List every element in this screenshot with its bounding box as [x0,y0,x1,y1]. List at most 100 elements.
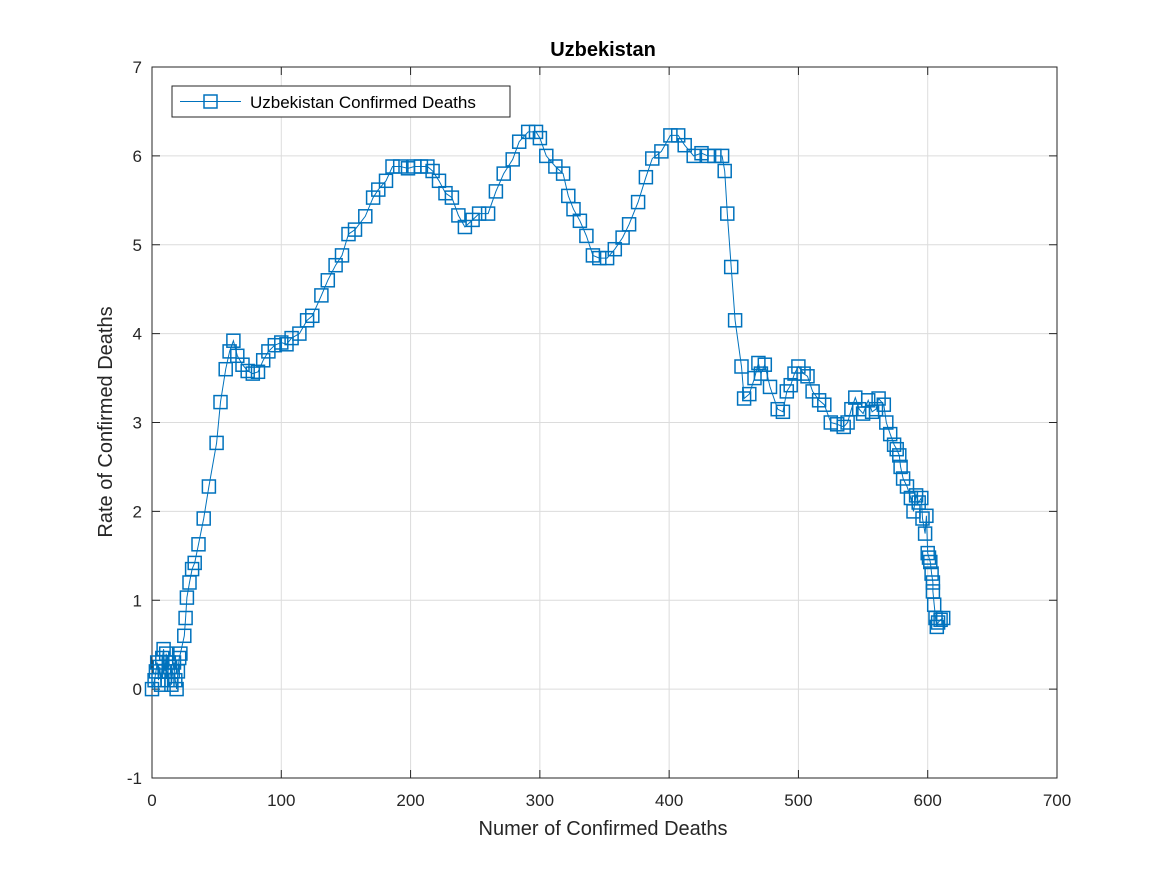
data-point-marker [796,366,811,381]
y-axis-label: Rate of Confirmed Deaths [95,306,117,537]
data-point-marker [607,241,623,257]
data-point-marker [209,435,224,451]
data-point-marker [511,134,527,149]
data-point-marker [925,575,941,590]
data-point-marker [579,228,594,244]
y-tick-label: 1 [133,591,142,610]
data-point-marker [471,206,487,221]
data-point-marker [444,190,460,205]
data-point-marker [305,308,320,324]
data-point-marker [169,681,184,697]
data-point-marker [742,386,757,402]
x-axis-label: Numer of Confirmed Deaths [479,818,728,840]
x-tick-label: 0 [147,791,156,810]
data-point-marker [844,401,859,417]
x-tick-label: 100 [267,791,295,810]
data-point-marker [250,364,266,380]
x-tick-label: 500 [784,791,812,810]
data-point-marker [770,401,785,417]
data-point-marker [723,259,739,275]
data-point-marker [334,248,350,263]
data-point-marker [921,550,937,565]
data-point-marker [899,479,915,494]
data-point-marker [720,206,735,221]
data-point-marker [638,169,654,185]
data-point-marker [505,152,520,167]
data-point-marker [930,615,946,630]
data-point-marker [480,206,496,221]
x-tick-label: 700 [1043,791,1071,810]
data-point-marker [734,359,749,374]
data-point-marker [385,159,400,174]
data-point-marker [173,646,188,661]
data-point-marker [392,159,408,174]
data-point-marker [911,495,926,510]
data-point-marker [923,554,938,570]
data-point-marker [284,330,299,346]
y-tick-label: 3 [133,414,142,433]
data-point-marker [714,148,730,164]
data-point-marker [914,490,929,506]
legend-entry-label: Uzbekistan Confirmed Deaths [250,93,476,112]
data-point-marker [371,182,386,197]
data-point-marker [420,159,435,174]
data-point-marker [572,213,588,229]
data-point-marker [893,459,908,475]
legend: Uzbekistan Confirmed Deaths [171,85,511,118]
series-layer [144,124,951,697]
data-point-marker [539,148,554,164]
y-tick-label: 5 [133,236,142,255]
data-point-marker [928,610,943,626]
x-tick-label: 600 [914,791,942,810]
chart-title: Uzbekistan [550,39,656,61]
data-point-marker [177,628,192,644]
data-point-marker [677,137,692,153]
data-point-marker [915,511,930,526]
data-point-marker [365,190,381,205]
data-point-marker [179,590,195,605]
data-point-marker [920,545,935,561]
data-point-marker [171,650,187,666]
data-point-marker [599,250,615,266]
data-point-marker [320,273,336,288]
data-point-marker [663,128,678,143]
data-point-marker [879,415,894,430]
data-point-marker [917,526,933,541]
data-point-marker [686,148,701,164]
data-point-marker [762,379,778,395]
data-point-marker [240,363,255,379]
y-tick-label: 0 [133,680,142,699]
data-point-marker [168,672,183,688]
data-point-marker [753,366,769,381]
data-point-marker [800,369,815,384]
data-point-marker [358,209,373,224]
y-tick-label: 4 [133,325,142,344]
y-tick-label: 7 [133,58,142,77]
data-point-marker [496,166,511,181]
data-point-marker [621,217,637,232]
data-point-marker [347,222,363,237]
data-point-marker [630,194,646,210]
data-point-marker [919,508,934,524]
data-point-marker [886,437,902,452]
data-point-marker [717,163,732,179]
data-point-marker [933,612,948,628]
data-point-marker [817,397,832,412]
data-point-marker [868,401,884,417]
data-point-marker [187,555,202,571]
data-point-marker [191,537,206,552]
data-point-marker [775,404,791,420]
data-point-marker [196,511,211,526]
data-point-marker [213,394,228,410]
x-tick-label: 300 [526,791,554,810]
data-point-marker [218,361,233,377]
legend-marker-square [203,94,218,109]
y-tick-label: 2 [133,502,142,521]
data-point-marker [255,353,271,368]
data-point-marker [727,313,743,328]
data-point-marker [924,566,939,581]
y-tick-label: -1 [127,769,142,788]
data-point-marker [178,610,193,626]
